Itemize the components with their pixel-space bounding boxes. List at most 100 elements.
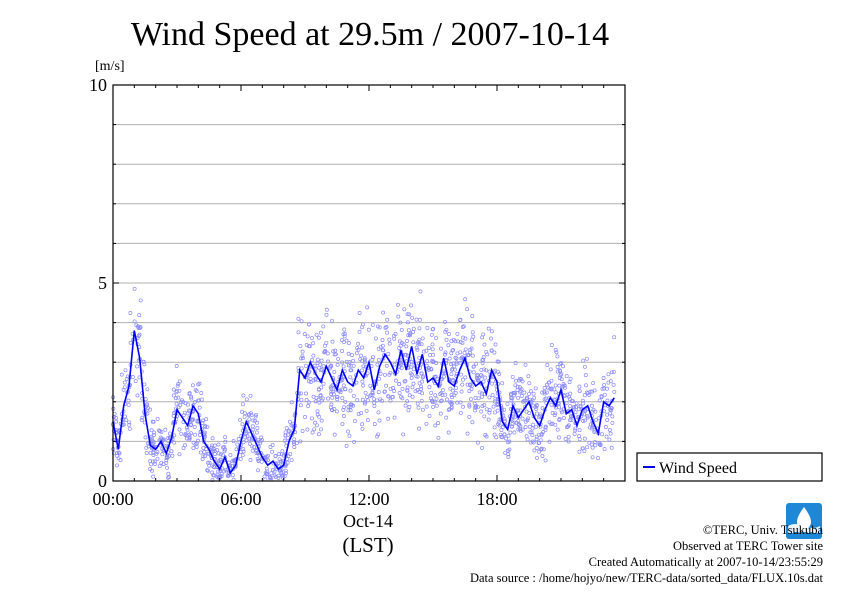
scatter-point [388, 398, 393, 403]
scatter-point [407, 312, 412, 317]
scatter-point [217, 459, 222, 464]
scatter-point [311, 394, 316, 399]
legend-box [636, 452, 823, 482]
scatter-point [463, 375, 468, 380]
scatter-point [407, 393, 412, 398]
scatter-point [187, 408, 192, 413]
scatter-point [288, 419, 292, 424]
created-text: Created Automatically at 2007-10-14/23:5… [588, 555, 823, 569]
scatter-point [230, 473, 235, 478]
scatter-point [500, 435, 505, 440]
scatter-point [366, 327, 371, 332]
scatter-point [446, 407, 451, 412]
scatter-point [534, 446, 539, 450]
scatter-point [583, 408, 588, 413]
scatter-point [502, 432, 507, 437]
scatter-point [140, 415, 145, 420]
scatter-point [548, 367, 553, 372]
scatter-point [332, 407, 337, 411]
scatter-point [559, 360, 564, 365]
scatter-point [206, 460, 210, 465]
scatter-point [487, 408, 492, 413]
scatter-point [343, 387, 348, 392]
scatter-point [585, 413, 590, 418]
scatter-point [429, 367, 434, 372]
scatter-point [602, 447, 607, 452]
scatter-point [190, 383, 195, 388]
scatter-point [434, 361, 439, 365]
scatter-point [604, 434, 609, 439]
scatter-point [200, 457, 205, 462]
scatter-point [298, 391, 303, 396]
scatter-point [492, 425, 497, 430]
scatter-point [347, 433, 352, 438]
scatter-point [315, 412, 320, 417]
axis-ticks [112, 84, 626, 482]
scatter-point [316, 432, 321, 437]
scatter-point [363, 390, 368, 395]
scatter-point [572, 404, 576, 409]
scatter-point [537, 440, 542, 445]
scatter-point [555, 365, 560, 369]
scatter-point [383, 372, 387, 377]
scatter-point [340, 396, 345, 401]
scatter-point [419, 371, 424, 376]
scatter-point [516, 395, 521, 400]
scatter-point [441, 371, 446, 376]
scatter-point [448, 386, 453, 391]
scatter-point [577, 434, 582, 439]
scatter-point [500, 381, 505, 386]
scatter-point [394, 378, 398, 383]
scatter-point [587, 425, 592, 430]
wind-speed-line [112, 330, 615, 475]
scatter-point [419, 398, 424, 403]
scatter-point [348, 408, 353, 413]
scatter-point [534, 437, 539, 442]
scatter-point [341, 414, 346, 418]
scatter-point [176, 395, 181, 400]
scatter-point [513, 361, 518, 365]
scatter-point [527, 424, 532, 429]
scatter-point [454, 385, 459, 390]
scatter-point [332, 369, 337, 374]
scatter-point [512, 430, 517, 435]
scatter-point [417, 381, 422, 386]
scatter-point [554, 350, 559, 355]
scatter-point [436, 435, 441, 440]
scatter-point [429, 332, 434, 337]
scatter-point [415, 341, 420, 346]
scatter-point [183, 443, 187, 448]
scatter-point [177, 452, 182, 457]
scatter-point [143, 435, 148, 440]
scatter-point [608, 379, 613, 384]
scatter-point [381, 310, 386, 315]
scatter-point [149, 428, 154, 433]
scatter-point [386, 416, 391, 421]
scatter-point [456, 339, 461, 344]
scatter-point [507, 439, 512, 444]
scatter-point [475, 376, 479, 380]
scatter-point [305, 334, 310, 339]
scatter-point [593, 443, 598, 448]
scatter-point [577, 449, 582, 454]
scatter-point [277, 452, 282, 457]
source-text: Data source : /home/hojyo/new/TERC-data/… [469, 571, 823, 585]
scatter-point [609, 370, 614, 375]
scatter-point [531, 440, 536, 445]
scatter-point [585, 415, 590, 420]
scatter-point [467, 404, 472, 409]
scatter-point [411, 340, 416, 345]
scatter-point [479, 373, 484, 378]
scatter-point [300, 429, 305, 433]
scatter-point [210, 470, 215, 475]
scatter-point [581, 419, 586, 423]
scatter-point [450, 378, 455, 383]
scatter-point [145, 387, 150, 392]
scatter-point [392, 362, 397, 367]
scatter-point [567, 397, 572, 402]
scatter-point [480, 404, 485, 409]
scatter-point [403, 378, 408, 383]
scatter-point [307, 344, 312, 349]
scatter-point [589, 442, 594, 447]
scatter-point [216, 469, 221, 474]
